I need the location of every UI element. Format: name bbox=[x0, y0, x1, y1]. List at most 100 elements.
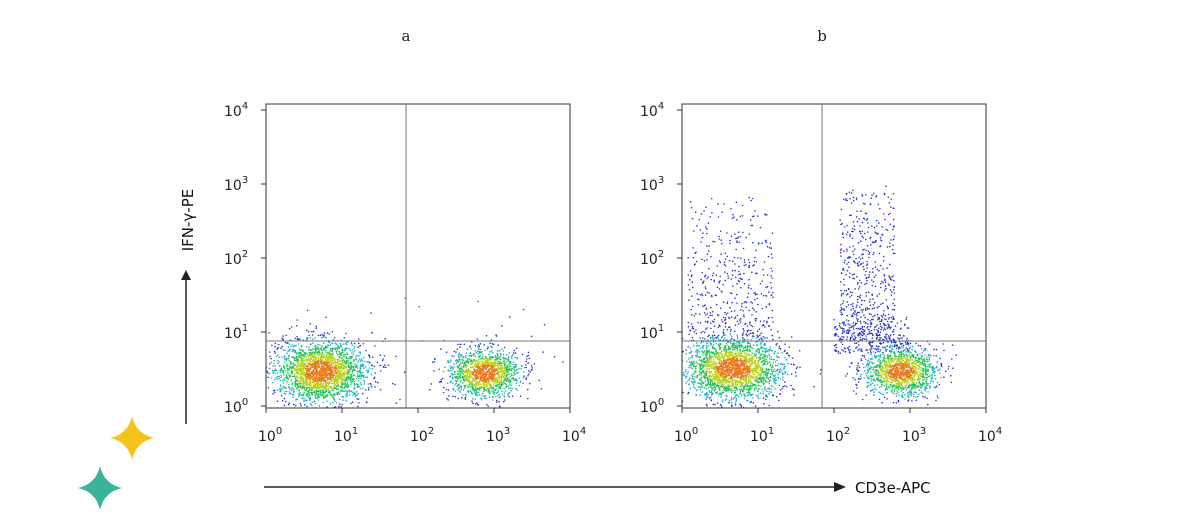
event-dot bbox=[508, 378, 511, 381]
event-dot bbox=[840, 313, 842, 316]
event-dot bbox=[859, 279, 861, 282]
event-dot bbox=[883, 318, 886, 320]
event-dot bbox=[781, 387, 784, 390]
event-dot bbox=[525, 364, 527, 366]
event-dot bbox=[687, 321, 690, 324]
event-dot bbox=[858, 306, 861, 309]
event-dot bbox=[268, 332, 270, 334]
event-dot bbox=[324, 390, 327, 393]
event-dot bbox=[515, 382, 518, 384]
event-dot bbox=[889, 337, 891, 340]
event-dot bbox=[837, 352, 840, 354]
event-dot bbox=[345, 399, 347, 402]
event-dot bbox=[778, 336, 781, 339]
event-dot bbox=[528, 370, 530, 372]
event-dot bbox=[500, 383, 503, 385]
event-dot bbox=[848, 276, 851, 278]
event-dot bbox=[471, 362, 474, 365]
event-dot bbox=[297, 377, 300, 380]
event-dot bbox=[327, 382, 329, 385]
event-dot bbox=[739, 277, 741, 280]
event-dot bbox=[850, 334, 853, 336]
event-dot bbox=[790, 363, 792, 366]
event-dot bbox=[382, 366, 385, 368]
event-dot bbox=[316, 353, 319, 355]
event-dot bbox=[276, 348, 279, 350]
event-dot bbox=[908, 399, 910, 401]
event-dot bbox=[922, 395, 924, 398]
event-dot bbox=[508, 381, 511, 383]
event-dot bbox=[387, 364, 390, 367]
event-dot bbox=[761, 280, 763, 283]
event-dot bbox=[474, 393, 477, 395]
event-dot bbox=[511, 367, 513, 370]
event-dot bbox=[863, 314, 865, 317]
event-dot bbox=[861, 338, 863, 341]
event-dot bbox=[283, 357, 286, 359]
event-dot bbox=[445, 351, 448, 354]
event-dot bbox=[503, 379, 506, 381]
event-dot bbox=[887, 283, 890, 285]
event-dot bbox=[334, 348, 337, 351]
event-dot bbox=[462, 357, 465, 359]
event-dot bbox=[734, 317, 736, 320]
event-dot bbox=[864, 203, 866, 205]
event-dot bbox=[511, 387, 513, 390]
event-dot bbox=[858, 331, 861, 334]
event-dot bbox=[366, 376, 369, 378]
event-dot bbox=[449, 369, 451, 372]
event-dot bbox=[483, 372, 485, 375]
event-dot bbox=[282, 370, 285, 372]
event-dot bbox=[352, 351, 355, 353]
event-dot bbox=[750, 301, 752, 303]
event-dot bbox=[474, 355, 477, 358]
event-dot bbox=[790, 373, 793, 375]
event-dot bbox=[857, 364, 859, 367]
event-dot bbox=[890, 294, 893, 296]
event-dot bbox=[360, 373, 362, 375]
event-dot bbox=[787, 354, 790, 357]
x-tick-label: 101 bbox=[334, 426, 358, 445]
event-dot bbox=[490, 380, 493, 383]
event-dot bbox=[708, 245, 710, 247]
event-dot bbox=[724, 323, 727, 325]
event-dot bbox=[315, 380, 318, 383]
event-dot bbox=[837, 335, 840, 338]
event-dot bbox=[838, 324, 841, 327]
event-dot bbox=[355, 383, 358, 385]
event-dot bbox=[354, 392, 356, 394]
event-dot bbox=[879, 207, 881, 210]
event-dot bbox=[751, 302, 753, 304]
event-dot bbox=[348, 362, 351, 364]
event-dot bbox=[521, 353, 524, 356]
event-dot bbox=[846, 224, 848, 227]
event-dot bbox=[501, 348, 503, 350]
event-dot bbox=[340, 354, 342, 356]
event-dot bbox=[344, 343, 347, 345]
event-dot bbox=[299, 386, 302, 388]
event-dot bbox=[317, 348, 319, 350]
event-dot bbox=[852, 377, 854, 379]
event-dot bbox=[346, 410, 348, 412]
event-dot bbox=[530, 335, 533, 338]
event-dot bbox=[462, 366, 465, 368]
event-dot bbox=[327, 391, 330, 394]
event-dot bbox=[718, 324, 721, 327]
event-dot bbox=[743, 329, 745, 332]
event-dot bbox=[698, 218, 701, 221]
event-dot bbox=[474, 398, 476, 401]
event-dot bbox=[771, 316, 773, 319]
event-dot bbox=[309, 359, 311, 362]
event-dot bbox=[309, 343, 312, 346]
event-dot bbox=[748, 266, 750, 269]
event-dot bbox=[287, 386, 290, 389]
event-dot bbox=[287, 372, 289, 375]
event-dot bbox=[254, 374, 256, 376]
event-dot bbox=[474, 345, 477, 347]
event-dot bbox=[870, 347, 873, 350]
event-dot bbox=[262, 348, 264, 350]
event-dot bbox=[856, 387, 858, 389]
event-dot bbox=[882, 281, 884, 284]
event-dot bbox=[457, 387, 460, 390]
event-dot bbox=[759, 226, 762, 229]
